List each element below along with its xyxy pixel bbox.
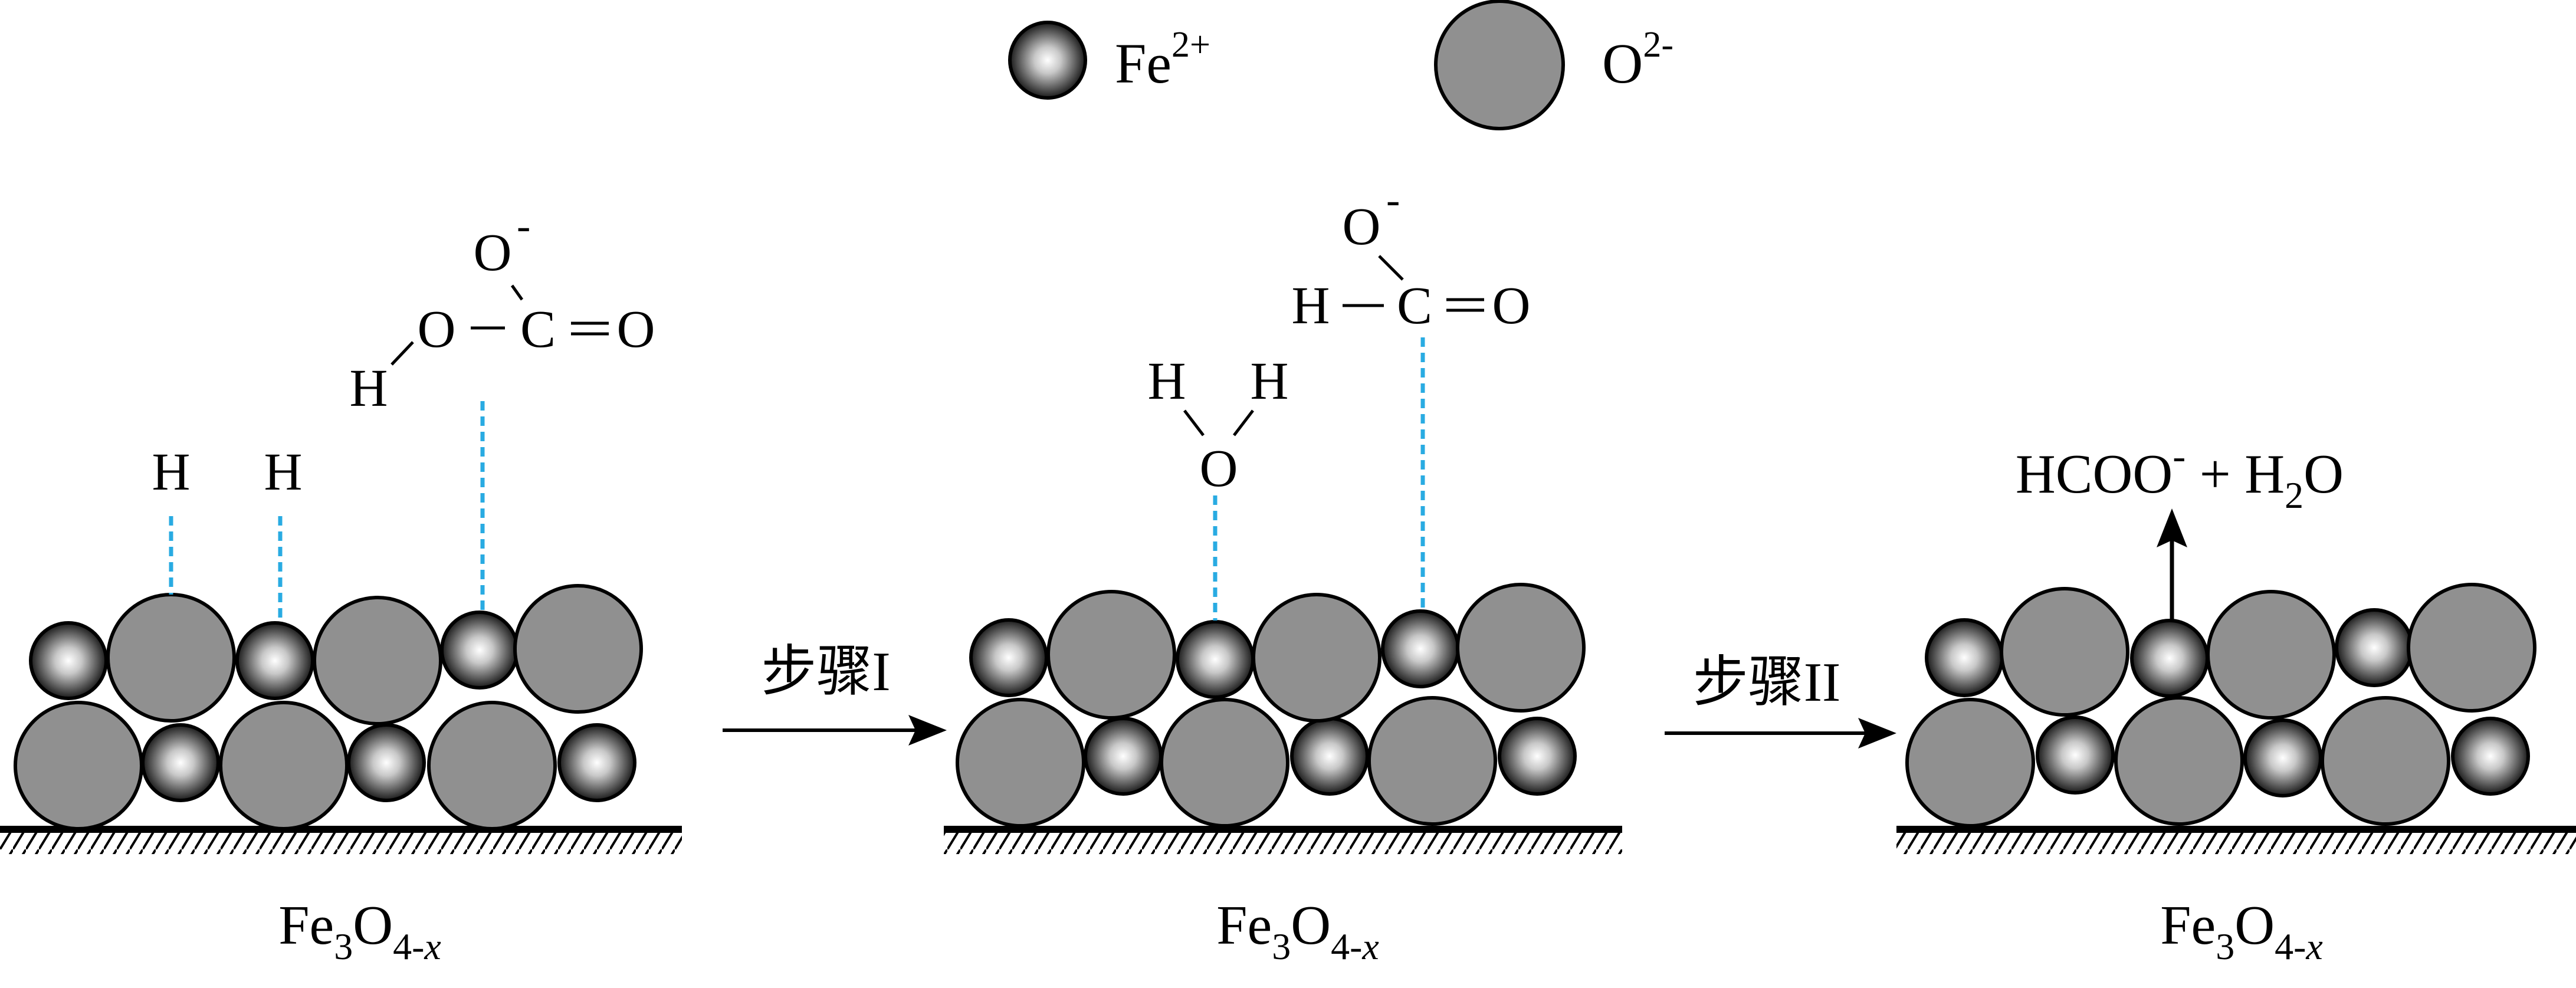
fe-ion (2036, 715, 2115, 795)
o-ion (1046, 590, 1176, 720)
panel-1-substrate (0, 826, 682, 854)
o-ion (1367, 696, 1497, 826)
o-ion (313, 596, 442, 726)
panel-3-bottom-layer (1905, 696, 2530, 828)
product-release-arrow (2157, 508, 2187, 621)
fe-ion (1176, 620, 1255, 699)
panel-3-formula: Fe3O4-x (2160, 895, 2323, 967)
fe-ion (557, 723, 636, 802)
panel-1-adsorbates: H H O - O C O H (152, 203, 655, 623)
o-ion (513, 584, 643, 714)
fe-ion (1925, 618, 2004, 697)
formate-molecule: O - H C O (1292, 178, 1531, 335)
atom-c: C (520, 300, 556, 359)
h-atom: H (264, 443, 303, 501)
o-ion (1905, 698, 2035, 828)
legend-o-ion (1434, 0, 1565, 130)
o-ion (14, 701, 143, 831)
panel-3: HCOO- + H2O Fe3O4-x (1896, 435, 2576, 967)
o-ion (427, 701, 557, 831)
atom-c: C (1397, 277, 1432, 335)
bond (1378, 255, 1404, 281)
bond (1183, 409, 1205, 436)
panel-2-substrate (944, 826, 1622, 854)
atom-h: H (1251, 352, 1289, 411)
o-ion (2407, 583, 2536, 713)
legend-fe-label: Fe2+ (1115, 25, 1210, 95)
panel-2-formula: Fe3O4-x (1216, 895, 1379, 967)
fe-ion (1498, 717, 1577, 796)
atom-o: O (617, 300, 655, 359)
fe-ion (2451, 717, 2530, 796)
fe-ion (141, 723, 220, 802)
bond (1233, 409, 1254, 436)
fe-ion (29, 621, 108, 700)
atom-h: H (1148, 352, 1186, 411)
panel-3-top-layer (1925, 583, 2536, 720)
atom-o: O (418, 300, 456, 359)
atom-h: H (350, 359, 388, 418)
panel-1-formula: Fe3O4-x (278, 895, 441, 967)
legend: Fe2+ O2- (1008, 0, 1673, 130)
charge-minus: - (1386, 178, 1400, 223)
o-ion (1160, 698, 1289, 828)
panel-1-bottom-layer (14, 701, 636, 831)
fe-ion (969, 618, 1048, 697)
fe-ion (1084, 717, 1163, 796)
o-ion (2206, 590, 2336, 720)
fe-ion (440, 610, 519, 690)
fe-ion (347, 723, 426, 802)
legend-o-label: O2- (1602, 25, 1673, 95)
fe-ion (235, 621, 314, 700)
o-ion (2321, 696, 2450, 826)
fe-ion (2335, 608, 2414, 687)
step-1-label: 步骤I (761, 641, 890, 703)
atom-o: O (474, 224, 512, 282)
panel-2: H H O O - H C O Fe3O4-x (944, 178, 1622, 967)
panel-2-adsorbates: H H O O - H C O (1148, 178, 1531, 621)
step-2-arrow: 步骤II (1665, 652, 1896, 749)
charge-minus: - (517, 203, 530, 249)
step-1-arrow: 步骤I (723, 641, 947, 746)
step-2-label: 步骤II (1693, 652, 1841, 713)
bond (510, 284, 524, 301)
o-ion (1456, 583, 1586, 713)
fe-ion (2243, 718, 2322, 797)
legend-fe-ion (1008, 21, 1087, 100)
bicarbonate-molecule: O - O C O H (350, 203, 655, 418)
bond (390, 341, 414, 366)
o-ion (219, 701, 349, 831)
o-ion (1252, 593, 1381, 723)
atom-o: O (1492, 277, 1531, 335)
o-ion (2114, 696, 2244, 826)
o-ion (956, 698, 1085, 828)
panel-2-top-layer (969, 583, 1586, 723)
atom-o: O (1200, 439, 1238, 498)
panel-1-top-layer (29, 584, 643, 726)
fe-ion (1290, 717, 1369, 796)
panel-1: H H O - O C O H Fe3O4-x (0, 203, 682, 967)
fe-ion (2130, 619, 2209, 698)
o-ion (106, 593, 236, 723)
panel-3-substrate (1896, 826, 2576, 854)
atom-h: H (1292, 277, 1330, 335)
h-atom: H (152, 443, 191, 501)
fe-ion (1381, 609, 1460, 688)
water-molecule: H H O (1148, 352, 1289, 498)
o-ion (2000, 587, 2129, 717)
product-formula: HCOO- + H2O (2016, 435, 2344, 516)
panel-2-bottom-layer (956, 696, 1577, 828)
atom-o: O (1343, 198, 1381, 256)
